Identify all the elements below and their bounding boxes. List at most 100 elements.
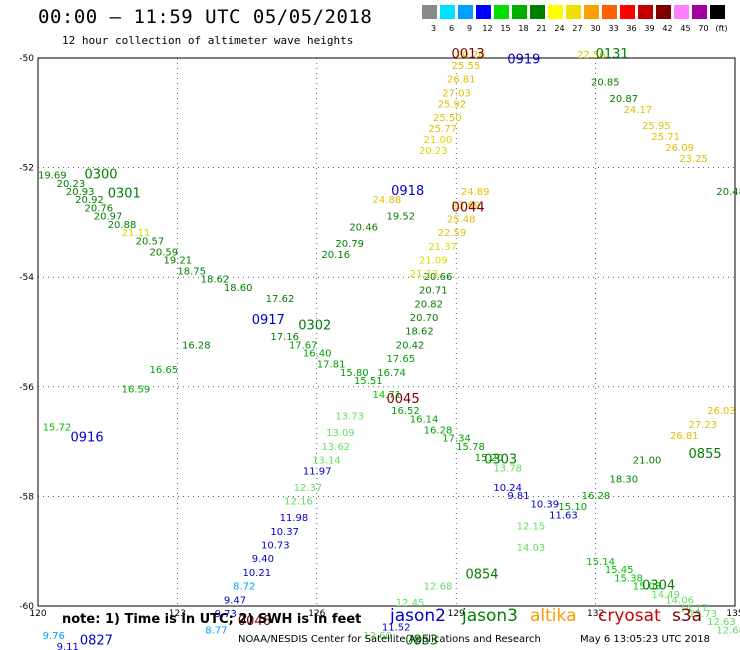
wave-height-value: 27.03 (442, 88, 471, 99)
wave-height-value: 15.78 (456, 442, 485, 453)
pass-time: 0853 (405, 633, 438, 648)
wave-height-value: 18.62 (201, 275, 230, 286)
scale-swatch (692, 5, 707, 19)
wave-height-value: 12.60 (363, 631, 392, 642)
wave-height-value: 16.14 (410, 414, 439, 425)
wave-height-value: 20.23 (57, 179, 86, 190)
pass-time: 0854 (465, 568, 498, 583)
lat-tick-label: -60 (19, 602, 34, 612)
wave-height-value: 17.16 (270, 332, 299, 343)
wave-height-value: 20.57 (136, 236, 165, 247)
wave-height-value: 27.23 (689, 420, 718, 431)
pass-time: 0013 (452, 47, 485, 62)
wave-height-value: 25.71 (651, 132, 680, 143)
scale-swatch (584, 5, 599, 19)
wave-height-value: 16.65 (150, 365, 179, 376)
wave-height-value: 13.62 (321, 442, 350, 453)
wave-height-value: 20.42 (396, 340, 425, 351)
scale-swatch (548, 5, 563, 19)
wave-height-value: 16.28 (424, 425, 453, 436)
wave-height-value: 25.77 (428, 124, 457, 135)
wave-height-value: 10.39 (531, 499, 560, 510)
lon-tick-label: 120 (29, 609, 46, 619)
scale-swatch (422, 5, 437, 19)
map-frame (37, 57, 736, 607)
wave-height-value: 20.87 (610, 94, 639, 105)
pass-time: 0827 (80, 633, 113, 648)
footer-note: note: 1) Time is in UTC; 2) SWH is in fe… (62, 612, 362, 627)
lat-tick-label: -50 (19, 54, 34, 64)
wave-height-value: 17.34 (442, 434, 471, 445)
wave-height-value: 15.80 (340, 368, 369, 379)
scale-label: 21 (536, 24, 547, 33)
scale-swatch (530, 5, 545, 19)
wave-height-value: 12.63 (707, 617, 736, 628)
wave-height-value: 20.71 (419, 286, 448, 297)
wave-height-value: 25.95 (642, 121, 671, 132)
scale-swatch (620, 5, 635, 19)
wave-height-value: 26.81 (670, 431, 699, 442)
scale-label: 45 (680, 24, 691, 33)
scale-label: 18 (518, 24, 529, 33)
wave-height-value: 21.37 (428, 242, 457, 253)
legend-altika: altika (530, 606, 577, 626)
scale-swatch (566, 5, 581, 19)
wave-height-value: 21.11 (122, 228, 151, 239)
wave-height-value: 26.03 (707, 406, 736, 417)
wave-height-value: 9.11 (57, 642, 79, 650)
scale-label: 70 (698, 24, 709, 33)
wave-height-value: 22.59 (438, 228, 467, 239)
wave-height-value: 13.09 (326, 428, 355, 439)
pass-time: 0301 (108, 187, 141, 202)
wave-height-value: 19.21 (163, 256, 192, 267)
wave-height-value: 12.15 (517, 521, 546, 532)
wave-height-value: 11.63 (549, 510, 578, 521)
wave-height-value: 11.98 (280, 513, 309, 524)
wave-height-value: 20.16 (321, 250, 350, 261)
page-title: 00:00 – 11:59 UTC 05/05/2018 (38, 6, 373, 28)
wave-height-value: 20.97 (94, 212, 123, 223)
wave-height-value: 15.51 (354, 376, 383, 387)
scale-label: 42 (662, 24, 673, 33)
wave-height-value: 23.25 (679, 154, 708, 165)
wave-height-value: 16.52 (391, 406, 420, 417)
wave-height-value: 16.40 (303, 349, 332, 360)
wave-height-value: 18.60 (224, 283, 253, 294)
wave-height-value: 9.76 (43, 631, 65, 642)
wave-height-value: 15.38 (614, 573, 643, 584)
wave-height-value: 20.82 (414, 299, 443, 310)
lat-tick-label: -58 (19, 492, 34, 502)
wave-height-value: 20.66 (424, 272, 453, 283)
page-subtitle: 12 hour collection of altimeter wave hei… (62, 34, 354, 47)
lon-tick-label: 129 (448, 609, 465, 619)
pass-time: 0131 (596, 47, 629, 62)
legend-s3a: s3a (672, 606, 703, 626)
lat-tick-label: -56 (19, 383, 34, 393)
wave-height-value: 12.37 (294, 483, 323, 494)
wave-height-value: 17.67 (289, 340, 318, 351)
scale-swatch (710, 5, 725, 19)
wave-height-value: 15.45 (605, 565, 634, 576)
wave-height-value: 26.09 (665, 143, 694, 154)
wave-height-value: 18.75 (177, 266, 206, 277)
wave-height-value: 15.14 (586, 557, 615, 568)
scale-swatch (674, 5, 689, 19)
wave-height-value: 25.48 (447, 214, 476, 225)
wave-height-value: 17.65 (387, 354, 416, 365)
wave-height-value: 17.62 (266, 294, 295, 305)
scale-swatch (512, 5, 527, 19)
wave-height-value: 21.00 (633, 456, 662, 467)
wave-height-value: 8.77 (205, 625, 227, 636)
wave-height-value: 19.69 (38, 171, 67, 182)
longitude-ticks: 120 123 126 129 132 135 (29, 609, 740, 619)
wave-height-value: 15.20 (475, 453, 504, 464)
pass-time: 0919 (507, 52, 540, 67)
wave-height-value: 18.62 (405, 327, 434, 338)
wave-height-value: 9.73 (215, 609, 237, 620)
wave-height-value: 12.45 (396, 598, 425, 609)
wave-height-value: 9.81 (507, 491, 529, 502)
scale-swatch (656, 5, 671, 19)
wave-height-value: 26.81 (447, 75, 476, 86)
pass-time: 0916 (71, 431, 104, 446)
